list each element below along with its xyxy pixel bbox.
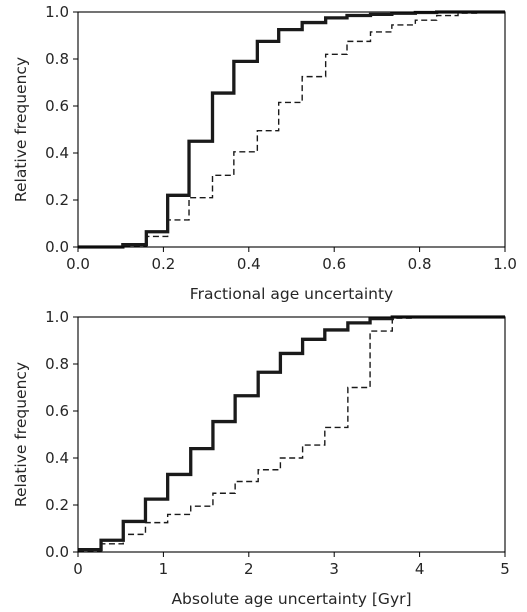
chart-absolute-age-uncertainty: 0 1 2 3 4 5 0.0 0.2 0.4 0.6 0.8 1.0 Absolute age unc… (12, 308, 510, 608)
y-tick-label: 0.8 (45, 355, 69, 373)
series-solid-line (78, 10, 505, 249)
x-tick-label: 5 (500, 560, 510, 578)
series-solid-line (78, 315, 505, 552)
x-tick-label: 0.6 (322, 255, 346, 273)
y-axis-label: Relative frequency (12, 362, 30, 507)
x-tick-label: 0 (73, 560, 83, 578)
x-tick-label: 1 (159, 560, 169, 578)
x-axis-label: Absolute age uncertainty [Gyr] (171, 590, 411, 608)
y-tick-label: 1.0 (45, 308, 69, 326)
x-tick-label: 1.0 (493, 255, 517, 273)
series-dashed-line (78, 316, 505, 552)
x-tick-label: 0.0 (66, 255, 90, 273)
y-tick-label: 0.4 (45, 449, 69, 467)
x-tick-label: 4 (415, 560, 425, 578)
y-tick-label: 0.0 (45, 238, 69, 256)
y-axis-label: Relative frequency (12, 57, 30, 202)
x-tick-label: 3 (329, 560, 339, 578)
y-tick-label: 0.4 (45, 144, 69, 162)
plot-frame (77, 316, 506, 553)
x-tick-label: 2 (244, 560, 254, 578)
y-tick-label: 0.2 (45, 191, 69, 209)
x-tick-label: 0.4 (237, 255, 261, 273)
y-tick-label: 0.0 (45, 543, 69, 561)
y-tick-label: 0.8 (45, 50, 69, 68)
y-tick-label: 0.6 (45, 97, 69, 115)
y-tick-label: 1.0 (45, 3, 69, 21)
chart-fractional-age-uncertainty: 0.0 0.2 0.4 0.6 0.8 1.0 0.0 0.2 0.4 0.6 0.8 1.0 Frac… (12, 3, 517, 303)
series-dashed-line (78, 11, 505, 248)
plot-frame (77, 11, 506, 248)
y-tick-label: 0.2 (45, 496, 69, 514)
x-axis-label: Fractional age uncertainty (190, 285, 393, 303)
x-tick-label: 0.8 (408, 255, 432, 273)
x-tick-label: 0.2 (151, 255, 175, 273)
y-tick-label: 0.6 (45, 402, 69, 420)
